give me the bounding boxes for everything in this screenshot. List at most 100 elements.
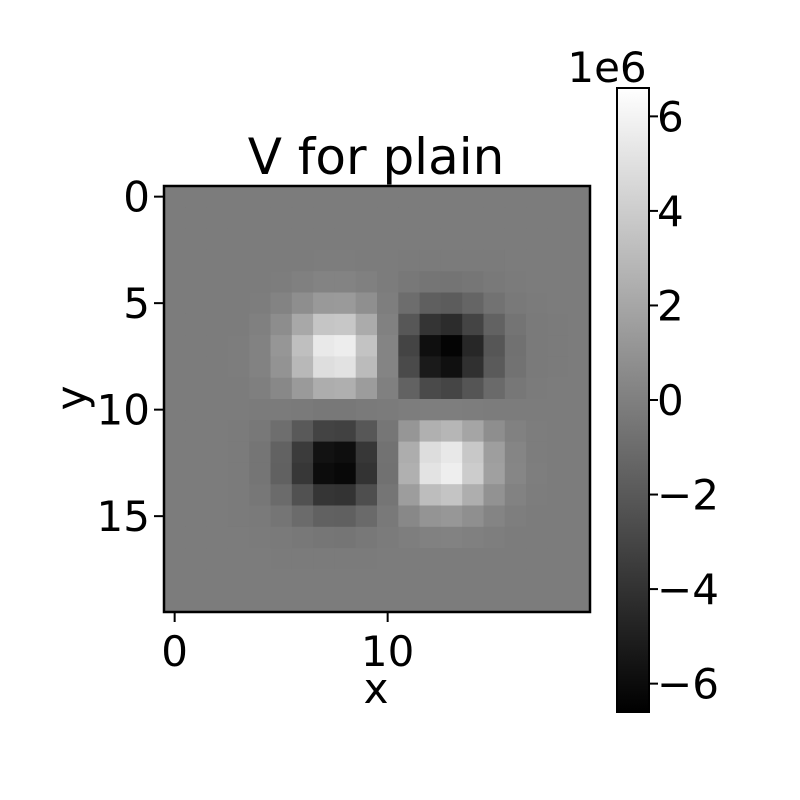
heatmap-cell: [206, 548, 229, 570]
heatmap-cell: [206, 399, 229, 421]
heatmap-cell: [547, 484, 570, 506]
heatmap-cell: [164, 548, 186, 570]
heatmap-cell: [355, 186, 378, 208]
heatmap-cell: [313, 399, 335, 421]
heatmap-cell: [419, 377, 442, 400]
heatmap-cell: [291, 569, 314, 592]
colorbar-tick-label: 4: [657, 187, 684, 236]
heatmap-cell: [398, 377, 420, 400]
heatmap-cell: [334, 356, 357, 379]
heatmap-cell: [164, 462, 186, 485]
heatmap-cell: [440, 526, 463, 549]
heatmap-cell: [547, 462, 570, 485]
y-tick-label: 10: [97, 386, 150, 435]
heatmap-cell: [164, 399, 186, 421]
heatmap-cell: [291, 590, 314, 613]
heatmap-cell: [419, 249, 442, 272]
heatmap-cell: [462, 377, 484, 400]
heatmap-cell: [440, 399, 463, 421]
heatmap-cell: [313, 462, 335, 485]
heatmap-cell: [462, 249, 484, 272]
heatmap-cell: [440, 420, 463, 442]
heatmap-cell: [419, 186, 442, 208]
heatmap-cell: [249, 462, 271, 485]
heatmap-cell: [398, 548, 420, 570]
heatmap-cell: [291, 207, 314, 229]
heatmap-cell: [483, 186, 506, 208]
heatmap-cell: [334, 271, 357, 293]
heatmap-cell: [227, 399, 250, 421]
heatmap-cell: [398, 356, 420, 379]
heatmap-cell: [164, 335, 186, 357]
heatmap-cell: [185, 505, 207, 528]
heatmap-cell: [206, 377, 229, 400]
heatmap-cell: [313, 420, 335, 442]
heatmap-cell: [270, 356, 293, 379]
heatmap-cell: [504, 484, 527, 506]
colorbar-tick-label: 2: [657, 281, 684, 330]
heatmap-cell: [355, 569, 378, 592]
heatmap-cell: [249, 271, 271, 293]
heatmap-cell: [334, 505, 357, 528]
heatmap-cell: [206, 569, 229, 592]
heatmap-cell: [440, 207, 463, 229]
heatmap-cell: [398, 484, 420, 506]
heatmap-cell: [227, 441, 250, 464]
heatmap-cell: [419, 441, 442, 464]
colorbar-offset-label: 1e6: [567, 43, 646, 92]
heatmap-cell: [462, 420, 484, 442]
heatmap-cell: [462, 292, 484, 315]
heatmap-cell: [377, 335, 399, 357]
heatmap-cell: [462, 335, 484, 357]
heatmap-cell: [249, 420, 271, 442]
heatmap-cell: [355, 292, 378, 315]
heatmap-cell: [462, 484, 484, 506]
heatmap-cell: [462, 462, 484, 485]
heatmap-cell: [185, 526, 207, 549]
colorbar-tick-label: −2: [657, 471, 719, 520]
heatmap-cell: [483, 356, 506, 379]
heatmap-cell: [249, 249, 271, 272]
heatmap-cell: [547, 313, 570, 336]
heatmap-cell: [419, 207, 442, 229]
heatmap-cell: [419, 271, 442, 293]
heatmap-cell: [440, 271, 463, 293]
heatmap-cell: [568, 335, 591, 357]
heatmap-cell: [164, 526, 186, 549]
heatmap-cell: [164, 505, 186, 528]
heatmap-cell: [206, 441, 229, 464]
heatmap-cell: [249, 505, 271, 528]
heatmap-cell: [249, 590, 271, 613]
heatmap-cell: [249, 313, 271, 336]
heatmap-cell: [483, 249, 506, 272]
heatmap-cell: [547, 207, 570, 229]
heatmap-cell: [227, 313, 250, 336]
heatmap-cell: [483, 484, 506, 506]
heatmap-cell: [526, 484, 548, 506]
heatmap-cell: [483, 548, 506, 570]
heatmap-cell: [440, 590, 463, 613]
heatmap-cell: [419, 484, 442, 506]
heatmap-cell: [334, 462, 357, 485]
heatmap-cell: [313, 377, 335, 400]
heatmap-cell: [334, 590, 357, 613]
heatmap-cell: [377, 590, 399, 613]
heatmap-cell: [526, 207, 548, 229]
heatmap-cell: [462, 228, 484, 251]
heatmap-cell: [462, 526, 484, 549]
heatmap-cell: [440, 462, 463, 485]
heatmap-cell: [355, 590, 378, 613]
heatmap-cell: [206, 420, 229, 442]
heatmap-cell: [568, 590, 591, 613]
heatmap-cell: [206, 186, 229, 208]
heatmap-cell: [249, 292, 271, 315]
heatmap-cell: [270, 207, 293, 229]
heatmap-cell: [164, 484, 186, 506]
heatmap-cell: [164, 313, 186, 336]
heatmap-cell: [398, 228, 420, 251]
heatmap-cell: [249, 441, 271, 464]
heatmap-cell: [419, 505, 442, 528]
heatmap-cell: [377, 441, 399, 464]
x-tick-label: 0: [161, 627, 188, 676]
heatmap-cell: [377, 505, 399, 528]
